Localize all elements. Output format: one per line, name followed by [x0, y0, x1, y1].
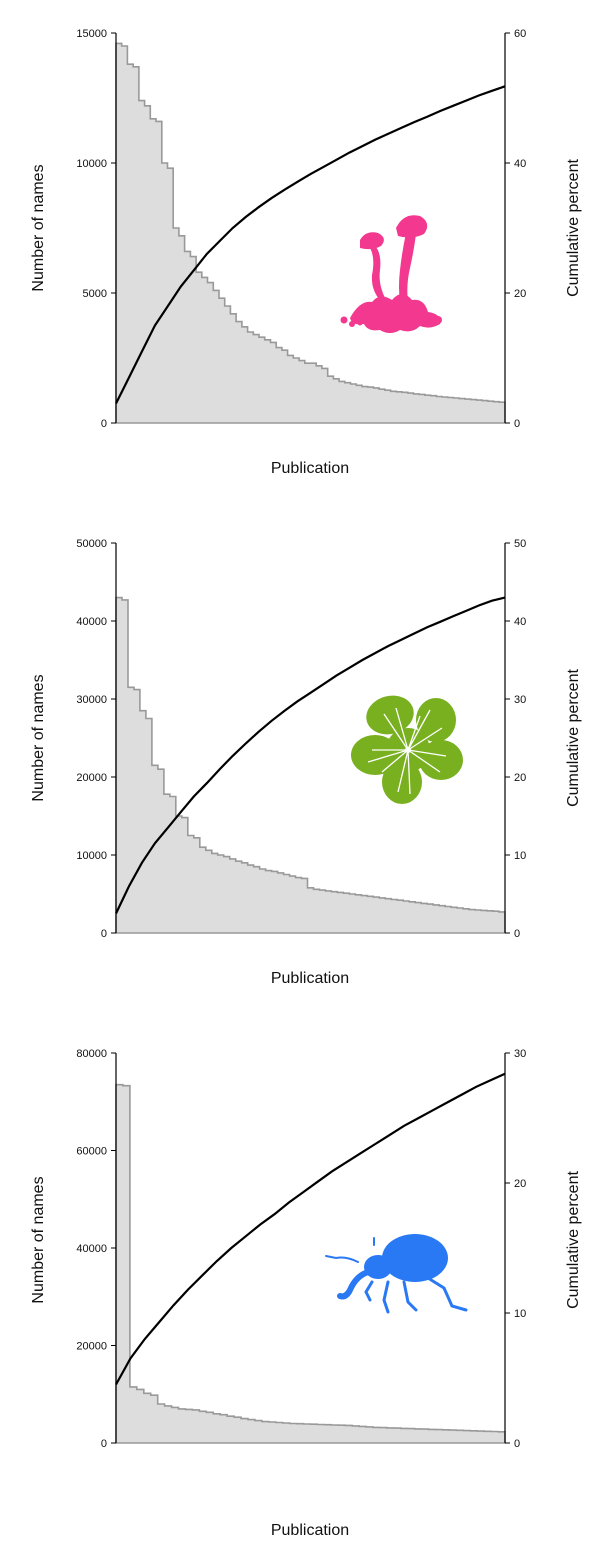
y-tick-label-right: 20 — [514, 772, 526, 784]
y-tick-label-left: 0 — [101, 928, 107, 940]
y-tick-label-left: 0 — [101, 418, 107, 430]
y-tick-label-left: 5000 — [83, 288, 107, 300]
y-tick-label-left: 40000 — [76, 616, 107, 628]
y-tick-label-left: 60000 — [76, 1146, 107, 1158]
y-tick-label-right: 40 — [514, 616, 526, 628]
y-tick-label-left: 20000 — [76, 772, 107, 784]
cumulative-percent-line — [115, 85, 506, 404]
y-tick-label-right: 20 — [514, 1178, 526, 1190]
y-tick-label-left: 10000 — [76, 850, 107, 862]
y-tick-label-left: 0 — [101, 1438, 107, 1450]
y-axis-label-right: Cumulative percent — [565, 159, 582, 297]
names-area-series — [115, 42, 506, 424]
plot-area: 0 5000 10000 15000 0 20 40 60 — [76, 28, 526, 430]
y-tick-label-left: 30000 — [76, 694, 107, 706]
plot-area: 0 10000 20000 30000 40000 50000 0 10 20 30 40 50 — [76, 538, 526, 940]
y-tick-label-left: 80000 — [76, 1048, 107, 1060]
chart-svg-fungi: 0 5000 10000 15000 0 20 40 60 Publication Numbe… — [30, 28, 582, 477]
chart-svg-plants: 0 10000 20000 30000 40000 50000 0 10 20 30 40 50 Pu… — [30, 538, 582, 987]
beetle-icon — [325, 1234, 468, 1314]
chart-svg-insects: 0 20000 40000 60000 80000 0 10 20 30 Publication… — [30, 1048, 582, 1539]
x-axis-label: Publication — [271, 1522, 349, 1539]
x-axis-label: Publication — [271, 460, 349, 477]
y-tick-label-right: 40 — [514, 158, 526, 170]
y-tick-label-right: 50 — [514, 538, 526, 550]
y-axis-label-left: Number of names — [30, 164, 47, 291]
names-area-series — [115, 1083, 506, 1444]
y-axis-label-left: Number of names — [30, 674, 47, 801]
y-tick-label-left: 15000 — [76, 28, 107, 40]
y-tick-label-right: 10 — [514, 850, 526, 862]
cumulative-percent-line — [115, 1072, 506, 1386]
y-tick-label-right: 30 — [514, 694, 526, 706]
plot-area: 0 20000 40000 60000 80000 0 10 20 30 — [76, 1048, 526, 1450]
y-tick-label-right: 30 — [514, 1048, 526, 1060]
names-area-series — [115, 596, 506, 934]
y-tick-label-left: 50000 — [76, 538, 107, 550]
y-tick-label-right: 0 — [514, 928, 520, 940]
y-tick-label-right: 0 — [514, 418, 520, 430]
y-axis-label-left: Number of names — [30, 1176, 47, 1303]
cumulative-percent-line — [115, 596, 506, 914]
chart-panel-insects: 0 20000 40000 60000 80000 0 10 20 30 Publication… — [0, 1020, 608, 1566]
y-tick-label-left: 20000 — [76, 1341, 107, 1353]
y-axis-label-right: Cumulative percent — [565, 1171, 582, 1309]
mushroom-icon — [340, 215, 442, 333]
y-tick-label-right: 10 — [514, 1308, 526, 1320]
y-tick-label-right: 20 — [514, 288, 526, 300]
y-tick-label-right: 60 — [514, 28, 526, 40]
chart-panel-fungi: 0 5000 10000 15000 0 20 40 60 Publication Numbe… — [0, 0, 608, 510]
y-tick-label-left: 10000 — [76, 158, 107, 170]
chart-panel-plants: 0 10000 20000 30000 40000 50000 0 10 20 30 40 50 Pu… — [0, 510, 608, 1020]
y-tick-label-right: 0 — [514, 1438, 520, 1450]
y-tick-label-left: 40000 — [76, 1243, 107, 1255]
flower-icon — [351, 695, 463, 804]
y-axis-label-right: Cumulative percent — [565, 669, 582, 807]
x-axis-label: Publication — [271, 970, 349, 987]
